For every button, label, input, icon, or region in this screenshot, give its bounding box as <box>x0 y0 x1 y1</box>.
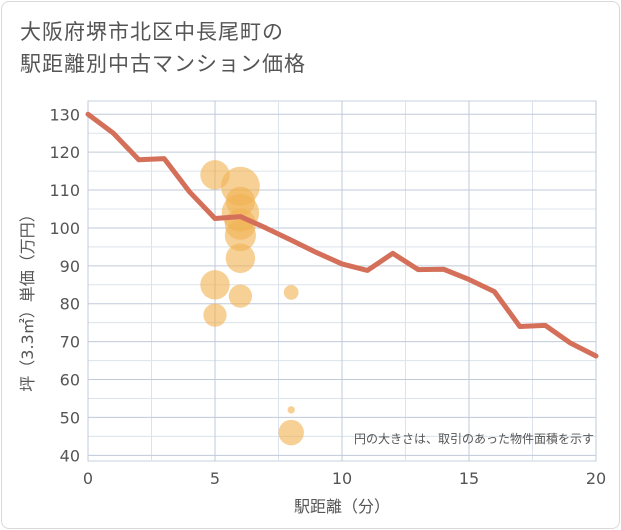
y-tick-label: 60 <box>60 371 80 390</box>
x-axis-label: 駅距離（分） <box>294 497 390 516</box>
x-tick-label: 15 <box>459 469 479 488</box>
grid-lines <box>87 100 597 462</box>
bubble-point <box>200 270 230 300</box>
trend-line <box>85 111 599 359</box>
x-tick-label: 0 <box>83 469 93 488</box>
y-tick-label: 130 <box>49 105 80 124</box>
chart-title-line-1: 大阪府堺市北区中長尾町の <box>20 20 284 44</box>
y-tick-label: 100 <box>49 219 80 238</box>
x-tick-label: 20 <box>586 469 606 488</box>
bubble-point <box>225 243 256 273</box>
bubble-point <box>287 406 295 414</box>
axes: 0 5 10 15 20 40 50 60 70 80 90 100 110 120 130 <box>49 105 606 488</box>
bubble-point <box>278 419 304 446</box>
y-tick-label: 90 <box>60 257 80 276</box>
y-tick-label: 50 <box>60 408 80 427</box>
bubble-point <box>203 303 227 327</box>
bubble-size-note: 円の大きさは、取引のあった物件面積を示す <box>354 431 594 446</box>
bubble-point <box>224 219 256 252</box>
x-tick-label: 5 <box>210 469 220 488</box>
bubble-point <box>228 284 253 308</box>
trend-line-series <box>85 111 599 359</box>
bubble-series <box>200 160 304 446</box>
chart-title-line-2: 駅距離別中古マンション価格 <box>20 52 306 76</box>
y-tick-label: 120 <box>49 143 80 162</box>
y-tick-label: 80 <box>60 295 80 314</box>
y-tick-label: 110 <box>49 181 80 200</box>
chart-title: 大阪府堺市北区中長尾町の 駅距離別中古マンション価格 <box>20 16 306 80</box>
y-axis-label: 坪（3.3㎡）単価（万円） <box>18 206 37 391</box>
y-tick-label: 70 <box>60 333 80 352</box>
bubble-point <box>283 285 299 300</box>
y-tick-label: 40 <box>60 446 80 465</box>
x-tick-label: 10 <box>332 469 352 488</box>
